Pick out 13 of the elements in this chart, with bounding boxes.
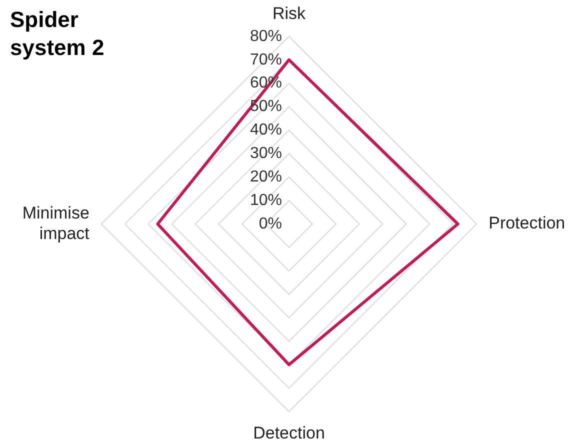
y-tick-label: 50% — [250, 98, 282, 116]
y-tick-label: 0% — [258, 215, 282, 232]
spoke-label: Minimise impact — [22, 203, 90, 243]
spoke-label: Detection — [253, 423, 325, 442]
text: Spider system 2 — [10, 6, 106, 62]
spoke-label: Protection — [488, 214, 566, 233]
y-tick-label: 10% — [250, 192, 282, 209]
y-tick-label: 80% — [250, 28, 282, 45]
y-tick-label: 70% — [250, 51, 282, 68]
y-tick-label: 30% — [250, 145, 282, 162]
spoke-label: Risk — [272, 4, 306, 23]
y-tick-label: 20% — [250, 168, 282, 186]
y-tick-label: 40% — [250, 122, 282, 139]
